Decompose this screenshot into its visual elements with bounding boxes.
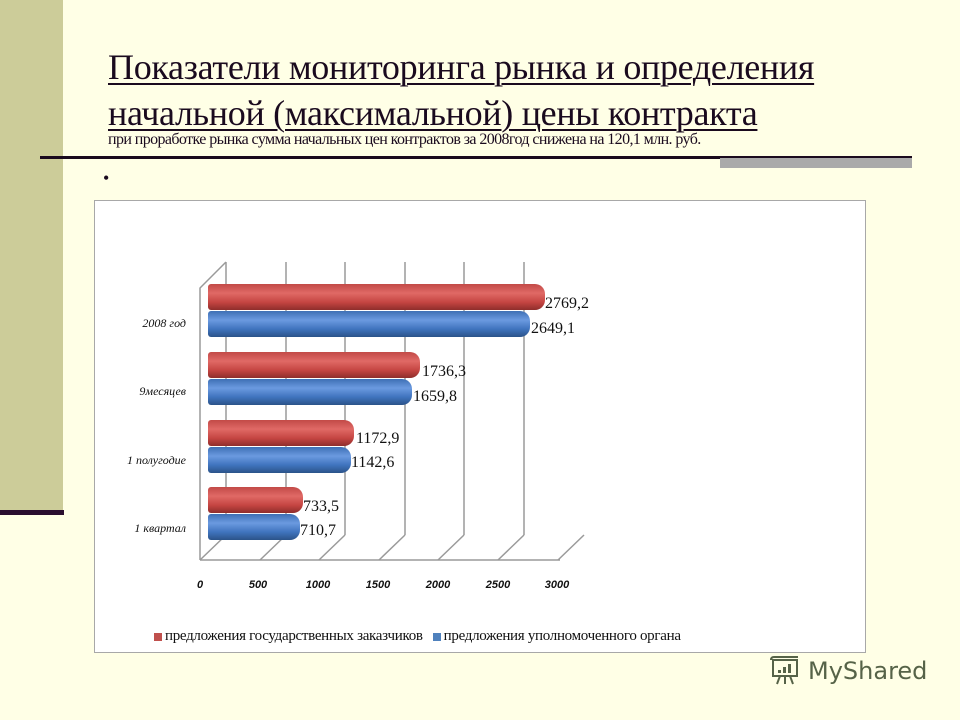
category-label-2008: 2008 год xyxy=(142,316,186,330)
value-label-blue-2008: 2649,1 xyxy=(531,320,575,337)
x-tick-2500: 2500 xyxy=(485,579,511,591)
grey-accent-block xyxy=(720,158,912,168)
watermark: MyShared xyxy=(768,656,927,686)
bar-red-9months xyxy=(208,352,420,378)
x-tick-500: 500 xyxy=(248,579,268,591)
legend-item-authorized-body: предложения уполномоченного органа xyxy=(443,628,681,644)
legend-swatch-blue xyxy=(432,632,441,641)
x-tick-1000: 1000 xyxy=(305,579,331,591)
bar-red-2008 xyxy=(208,284,545,310)
bar-blue-half-year xyxy=(208,447,351,473)
bar-blue-quarter xyxy=(208,514,300,540)
value-label-blue-quarter: 710,7 xyxy=(300,522,336,539)
x-tick-2000: 2000 xyxy=(425,579,451,591)
bar-blue-2008 xyxy=(208,311,530,337)
title-line-2: начальной (максимальной) цены контракта xyxy=(108,93,758,133)
side-band-divider xyxy=(0,510,64,515)
value-label-blue-9months: 1659,8 xyxy=(413,388,457,405)
watermark-text: MyShared xyxy=(808,657,928,685)
x-tick-1500: 1500 xyxy=(365,579,391,591)
presentation-board-icon xyxy=(770,656,798,685)
category-label-9months: 9месяцев xyxy=(139,384,186,398)
value-label-red-9months: 1736,3 xyxy=(422,363,466,380)
slide-title: Показатели мониторинга рынка и определен… xyxy=(108,44,814,136)
title-line-1: Показатели мониторинга рынка и определен… xyxy=(108,47,815,87)
value-label-red-2008: 2769,2 xyxy=(545,295,589,312)
value-label-red-half-year: 1172,9 xyxy=(356,430,400,447)
bullet-point: • xyxy=(103,168,110,188)
category-label-quarter: 1 квартал xyxy=(134,521,186,535)
value-label-red-quarter: 733,5 xyxy=(303,498,339,515)
slide-subtitle: при проработке рынка сумма начальных цен… xyxy=(108,131,701,148)
bar-red-quarter xyxy=(208,487,303,513)
value-label-blue-half-year: 1142,6 xyxy=(351,454,395,471)
bar-red-half-year xyxy=(208,420,354,446)
side-band xyxy=(0,0,63,512)
title-rule xyxy=(40,156,912,159)
chart-legend: предложения государственных заказчиков п… xyxy=(154,628,681,645)
category-label-half-year: 1 полугодие xyxy=(126,453,186,467)
x-tick-3000: 3000 xyxy=(544,579,570,591)
bar-blue-9months xyxy=(208,379,412,405)
legend-swatch-red xyxy=(154,632,162,641)
x-tick-0: 0 xyxy=(196,579,204,591)
legend-item-state-customers: предложения государственных заказчиков xyxy=(165,628,423,644)
